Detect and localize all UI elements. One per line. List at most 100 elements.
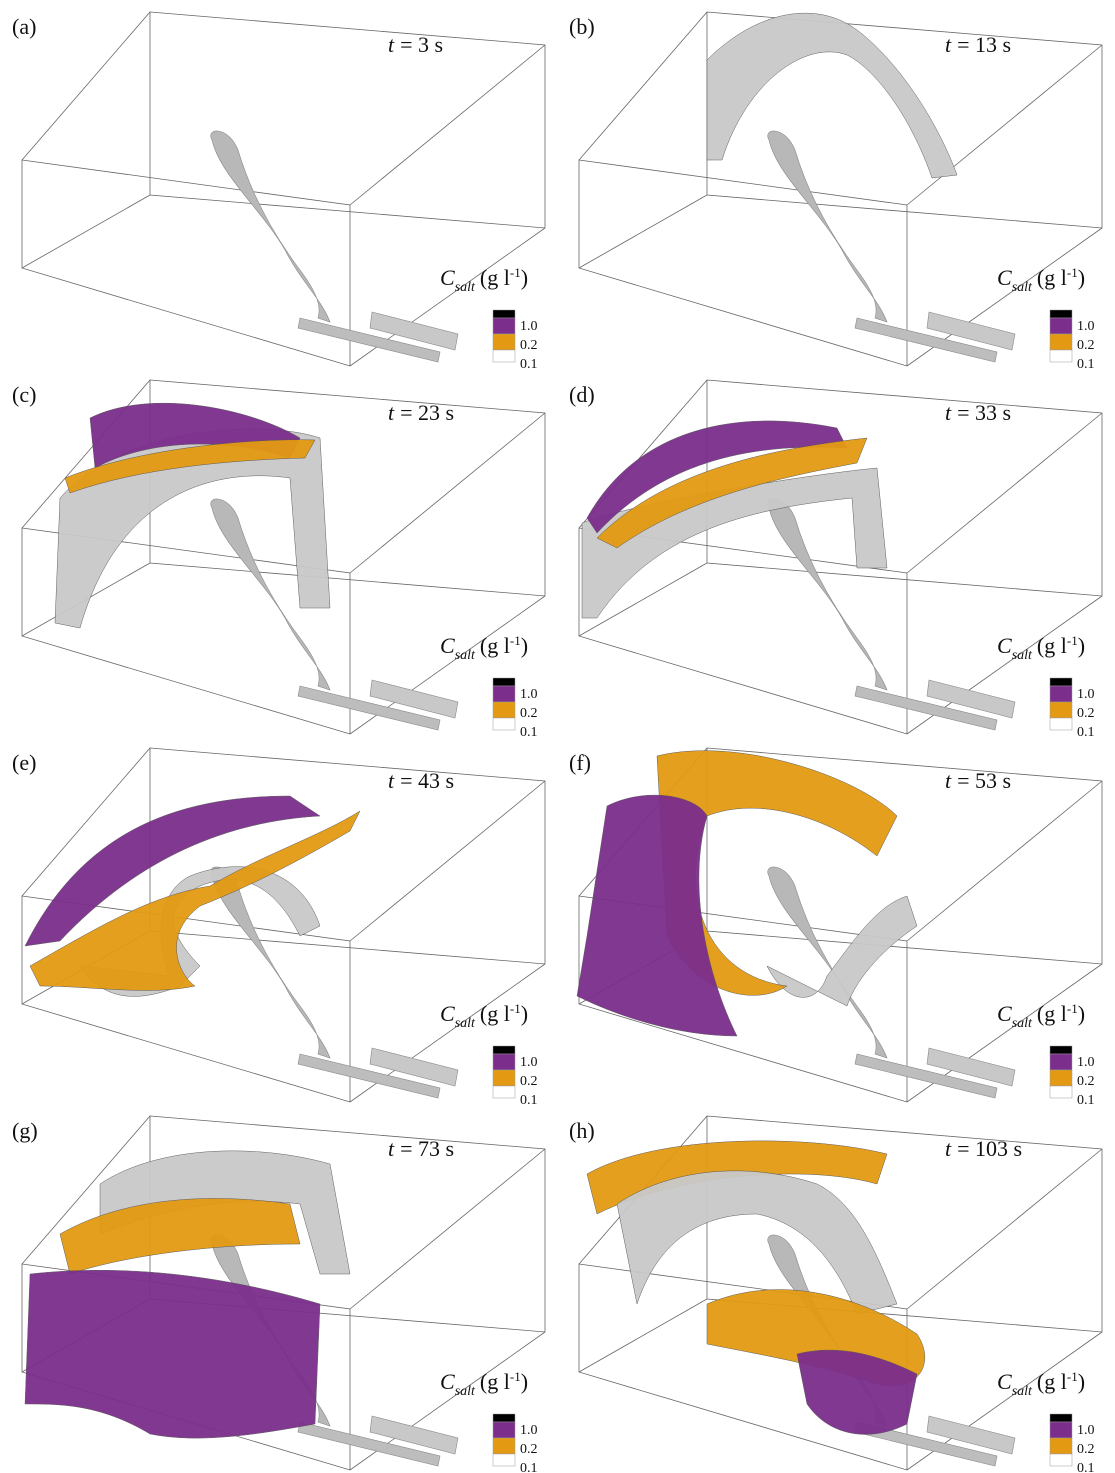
legend-label: 0.2 [520, 338, 538, 353]
panel: (d)t= 33 sCsalt(g l-1)1.00.20.1 [569, 380, 1102, 740]
legend-label: 0.1 [520, 1461, 538, 1473]
legend-label: 0.2 [520, 1442, 538, 1457]
legend-superscript: -1 [1067, 265, 1078, 280]
legend-title: Csalt(g l-1) [440, 1001, 528, 1031]
legend-label: 1.0 [1077, 1055, 1095, 1070]
panel-label: (b) [569, 14, 595, 39]
panel-label: (g) [12, 1118, 38, 1143]
legend-swatch [493, 686, 515, 702]
legend-swatch [1050, 718, 1072, 730]
time-symbol: t [945, 768, 952, 793]
legend-swatch [1050, 678, 1072, 686]
legend-label: 0.2 [520, 706, 538, 721]
iso-surface [577, 795, 737, 1036]
legend-unit-close: ) [521, 1369, 528, 1394]
time-text: = 33 s [957, 400, 1011, 425]
time-label: t= 23 s [388, 400, 454, 425]
legend-swatch [493, 1422, 515, 1438]
legend-superscript: -1 [510, 1001, 521, 1016]
plume [768, 131, 887, 322]
box-edge [907, 781, 1102, 941]
legend-symbol: C [997, 1001, 1012, 1026]
legend-swatch [1050, 1046, 1072, 1054]
legend-swatch [493, 678, 515, 686]
legend-label: 1.0 [520, 1423, 538, 1438]
legend-superscript: -1 [510, 265, 521, 280]
page: {"panels": [ {"label": "(a)", "time_symb… [0, 0, 1115, 1473]
panel-label: (e) [12, 750, 36, 775]
legend-symbol: C [440, 265, 455, 290]
legend-swatch [1050, 686, 1072, 702]
legend-label: 0.2 [1077, 1442, 1095, 1457]
box-edge [22, 12, 150, 160]
legend-swatch [493, 1054, 515, 1070]
legend-label: 1.0 [1077, 1423, 1095, 1438]
plume [211, 867, 330, 1058]
legend-label: 0.1 [1077, 1461, 1095, 1473]
box-edge [579, 195, 707, 268]
legend-swatch [1050, 1414, 1072, 1422]
legend-subscript: salt [1012, 1016, 1033, 1031]
legend-superscript: -1 [510, 1369, 521, 1384]
legend-swatch [1050, 1086, 1072, 1098]
legend-superscript: -1 [510, 633, 521, 648]
iso-surface [25, 1270, 320, 1438]
legend-swatch [493, 1454, 515, 1466]
legend-label: 0.1 [1077, 1093, 1095, 1108]
box-edge [907, 413, 1102, 573]
legend-symbol: C [997, 1369, 1012, 1394]
legend-label: 0.1 [520, 357, 538, 372]
time-symbol: t [945, 32, 952, 57]
panel: (g)t= 73 sCsalt(g l-1)1.00.20.1 [12, 1116, 545, 1473]
legend-swatch [493, 1046, 515, 1054]
legend-unit-close: ) [521, 1001, 528, 1026]
time-text: = 103 s [957, 1136, 1022, 1161]
legend-unit-close: ) [1078, 1369, 1085, 1394]
iso-surface [707, 13, 957, 178]
time-symbol: t [945, 400, 952, 425]
legend-symbol: C [440, 633, 455, 658]
box-edge [350, 781, 545, 941]
legend-title: Csalt(g l-1) [440, 1369, 528, 1399]
box-edge [907, 1149, 1102, 1309]
legend-label: 0.1 [520, 725, 538, 740]
legend-subscript: salt [455, 1384, 476, 1399]
legend-swatch [493, 334, 515, 350]
legend-unit: (g l [1037, 633, 1067, 658]
legend-subscript: salt [455, 280, 476, 295]
box-edge [350, 1149, 545, 1309]
box-edge [579, 1299, 707, 1372]
legend-label: 1.0 [520, 319, 538, 334]
time-text: = 53 s [957, 768, 1011, 793]
legend-swatch [1050, 334, 1072, 350]
box-edge [22, 195, 150, 268]
legend-label: 1.0 [520, 687, 538, 702]
legend-label: 1.0 [1077, 687, 1095, 702]
legend-symbol: C [997, 633, 1012, 658]
time-label: t= 13 s [945, 32, 1011, 57]
legend-unit: (g l [480, 1369, 510, 1394]
legend-swatch [493, 1070, 515, 1086]
legend-title: Csalt(g l-1) [997, 265, 1085, 295]
legend-unit-close: ) [521, 265, 528, 290]
legend-swatch [1050, 310, 1072, 318]
panel-label: (a) [12, 14, 36, 39]
legend-label: 0.2 [1077, 1074, 1095, 1089]
box-edge [579, 12, 707, 160]
legend-label: 0.1 [1077, 357, 1095, 372]
legend-unit-close: ) [1078, 1001, 1085, 1026]
legend-unit: (g l [480, 265, 510, 290]
legend-superscript: -1 [1067, 1369, 1078, 1384]
legend-swatch [493, 1086, 515, 1098]
legend-title: Csalt(g l-1) [997, 1369, 1085, 1399]
legend-unit-close: ) [1078, 265, 1085, 290]
legend-swatch [493, 702, 515, 718]
legend-unit: (g l [480, 1001, 510, 1026]
legend-title: Csalt(g l-1) [997, 633, 1085, 663]
legend-swatch [1050, 318, 1072, 334]
box-edge [350, 45, 545, 205]
